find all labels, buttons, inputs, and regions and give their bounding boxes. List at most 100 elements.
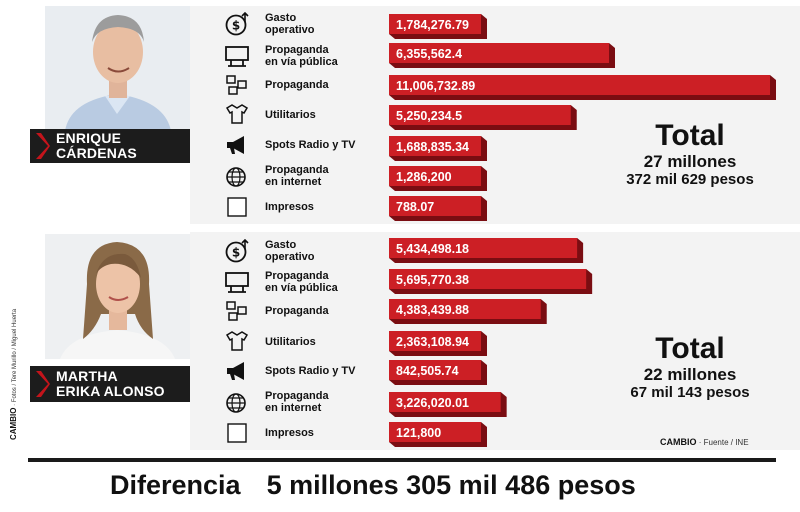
brand-name: CAMBIO xyxy=(9,407,18,440)
photo-credit: CAMBIO · Fotos / Tere Murillo / Miguel H… xyxy=(8,300,20,440)
enrique-last-name: CÁRDENAS xyxy=(56,145,137,161)
category-row-gasto-operativo: $ Gasto operativo xyxy=(218,236,388,266)
globe-icon xyxy=(226,167,246,187)
category-label: Propaganda xyxy=(265,79,329,91)
bar-rect xyxy=(389,136,481,156)
category-label: Gasto operativo xyxy=(265,12,315,36)
bar-rect xyxy=(389,105,571,125)
bar-value-label: 1,688,835.34 xyxy=(396,140,469,154)
category-row-propaganda-via-publica: Propaganda en vía pública xyxy=(218,267,388,297)
bar: 6,355,562.4 xyxy=(389,43,615,68)
martha-portrait xyxy=(45,234,190,359)
blank-box-icon xyxy=(227,423,247,443)
category-label: Propaganda en vía pública xyxy=(265,44,338,68)
difference-value: 5 millones 305 mil 486 pesos xyxy=(266,470,636,500)
enrique-portrait xyxy=(45,6,190,131)
bar-rect xyxy=(389,75,770,95)
category-row-propaganda: Propaganda xyxy=(218,296,388,326)
bar-rect xyxy=(389,43,609,63)
difference: Diferencia 5 millones 305 mil 486 pesos xyxy=(110,470,636,501)
bar: 2,363,108.94 xyxy=(389,331,487,356)
category-label: Spots Radio y TV xyxy=(265,365,356,377)
total-line1: 27 millones xyxy=(643,152,737,171)
divider xyxy=(28,458,776,462)
category-label: Spots Radio y TV xyxy=(265,139,356,151)
bar: 5,695,770.38 xyxy=(389,269,593,294)
bar: 4,383,439.88 xyxy=(389,299,547,324)
martha-first-name: MARTHA xyxy=(56,368,118,384)
money-icon: $ xyxy=(225,239,249,263)
bar-value-label: 5,695,770.38 xyxy=(396,273,469,287)
category-row-propaganda-internet: Propaganda en internet xyxy=(218,161,388,191)
bar-value-label: 5,250,234.5 xyxy=(396,109,462,123)
category-row-utilitarios: Utilitarios xyxy=(218,100,388,130)
brand-name: CAMBIO xyxy=(660,437,697,447)
category-label: Utilitarios xyxy=(265,336,316,348)
money-icon: $ xyxy=(225,12,249,36)
bar-value-label: 121,800 xyxy=(396,426,441,440)
category-row-gasto-operativo: $ Gasto operativo xyxy=(218,9,388,39)
enrique-total: Total 27 millones 372 mil 629 pesos xyxy=(600,120,780,189)
photo-credit-text: · Fotos / Tere Murillo / Miguel Huerta xyxy=(12,308,18,406)
bar-value-label: 4,383,439.88 xyxy=(396,303,469,317)
category-label: Impresos xyxy=(265,427,314,439)
source-text: · Fuente / INE xyxy=(698,438,749,447)
bar: 11,006,732.89 xyxy=(389,75,776,100)
billboard-icon xyxy=(225,46,249,67)
difference-label: Diferencia xyxy=(110,470,241,500)
bar: 842,505.74 xyxy=(389,360,487,385)
total-line1: 22 millones xyxy=(643,365,737,384)
enrique-first-name: ENRIQUE xyxy=(56,130,122,146)
category-row-propaganda-via-publica: Propaganda en vía pública xyxy=(218,41,388,71)
bar-rect xyxy=(389,196,481,216)
category-label: Propaganda en vía pública xyxy=(265,270,338,294)
bar: 1,784,276.79 xyxy=(389,14,487,39)
megaphone-icon xyxy=(227,362,244,380)
bar: 5,434,498.18 xyxy=(389,238,584,263)
bar-rect xyxy=(389,269,587,289)
total-title: Total xyxy=(655,332,725,365)
flyers-icon xyxy=(226,75,247,95)
blank-box-icon xyxy=(227,197,247,217)
enrique-namebar: ENRIQUE CÁRDENAS xyxy=(30,129,190,163)
category-label: Gasto operativo xyxy=(265,239,315,263)
bar-value-label: 6,355,562.4 xyxy=(396,47,462,61)
billboard-icon xyxy=(225,272,249,293)
bar-rect xyxy=(389,14,481,34)
tshirt-cap-icon xyxy=(225,104,249,124)
category-row-impresos: Impresos xyxy=(218,418,388,448)
bar-value-label: 3,226,020.01 xyxy=(396,396,469,410)
category-row-propaganda-internet: Propaganda en internet xyxy=(218,387,388,417)
chevron-right-icon xyxy=(36,371,50,397)
bar: 5,250,234.5 xyxy=(389,105,577,130)
bar-rect xyxy=(389,422,481,442)
svg-text:$: $ xyxy=(232,246,240,260)
bar: 3,226,020.01 xyxy=(389,392,507,417)
total-line2: 67 mil 143 pesos xyxy=(630,384,750,401)
bar: 121,800 xyxy=(389,422,487,447)
total-line2: 372 mil 629 pesos xyxy=(626,171,754,188)
category-label: Propaganda en internet xyxy=(265,164,329,188)
bar-value-label: 1,784,276.79 xyxy=(396,18,469,32)
source-credit: CAMBIO · Fuente / INE xyxy=(660,437,749,447)
category-row-spots: Spots Radio y TV xyxy=(218,356,388,386)
martha-namebar: MARTHA ERIKA ALONSO xyxy=(30,366,190,402)
bar-rect xyxy=(389,331,481,351)
megaphone-icon xyxy=(227,136,244,154)
category-label: Propaganda en internet xyxy=(265,390,329,414)
category-row-spots: Spots Radio y TV xyxy=(218,130,388,160)
bar-value-label: 1,286,200 xyxy=(396,170,452,184)
category-row-propaganda: Propaganda xyxy=(218,70,388,100)
bar-value-label: 11,006,732.89 xyxy=(396,79,475,93)
category-row-utilitarios: Utilitarios xyxy=(218,327,388,357)
bar-rect xyxy=(389,392,501,412)
bar: 1,286,200 xyxy=(389,166,487,191)
bar: 1,688,835.34 xyxy=(389,136,487,161)
category-label: Propaganda xyxy=(265,305,329,317)
bar-value-label: 842,505.74 xyxy=(396,364,459,378)
category-label: Utilitarios xyxy=(265,109,316,121)
bar-value-label: 2,363,108.94 xyxy=(396,335,469,349)
globe-icon xyxy=(226,393,246,413)
bar-chart: 1,784,276.79 6,355,562.4 11,006,732.89 5,25… xyxy=(389,14,776,447)
martha-last-name: ERIKA ALONSO xyxy=(56,383,165,399)
